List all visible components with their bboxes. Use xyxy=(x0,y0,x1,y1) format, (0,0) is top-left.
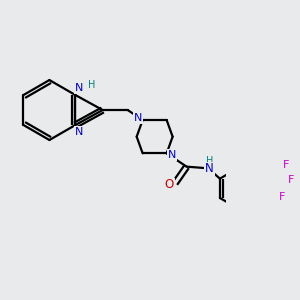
Text: N: N xyxy=(75,83,84,93)
Text: F: F xyxy=(283,160,289,170)
Text: N: N xyxy=(205,163,214,176)
Text: F: F xyxy=(288,175,295,184)
Text: N: N xyxy=(134,113,142,123)
Text: N: N xyxy=(167,150,176,160)
Text: F: F xyxy=(278,192,285,202)
Text: N: N xyxy=(75,127,84,137)
Text: O: O xyxy=(164,178,174,191)
Text: H: H xyxy=(206,156,213,166)
Text: H: H xyxy=(88,80,96,90)
